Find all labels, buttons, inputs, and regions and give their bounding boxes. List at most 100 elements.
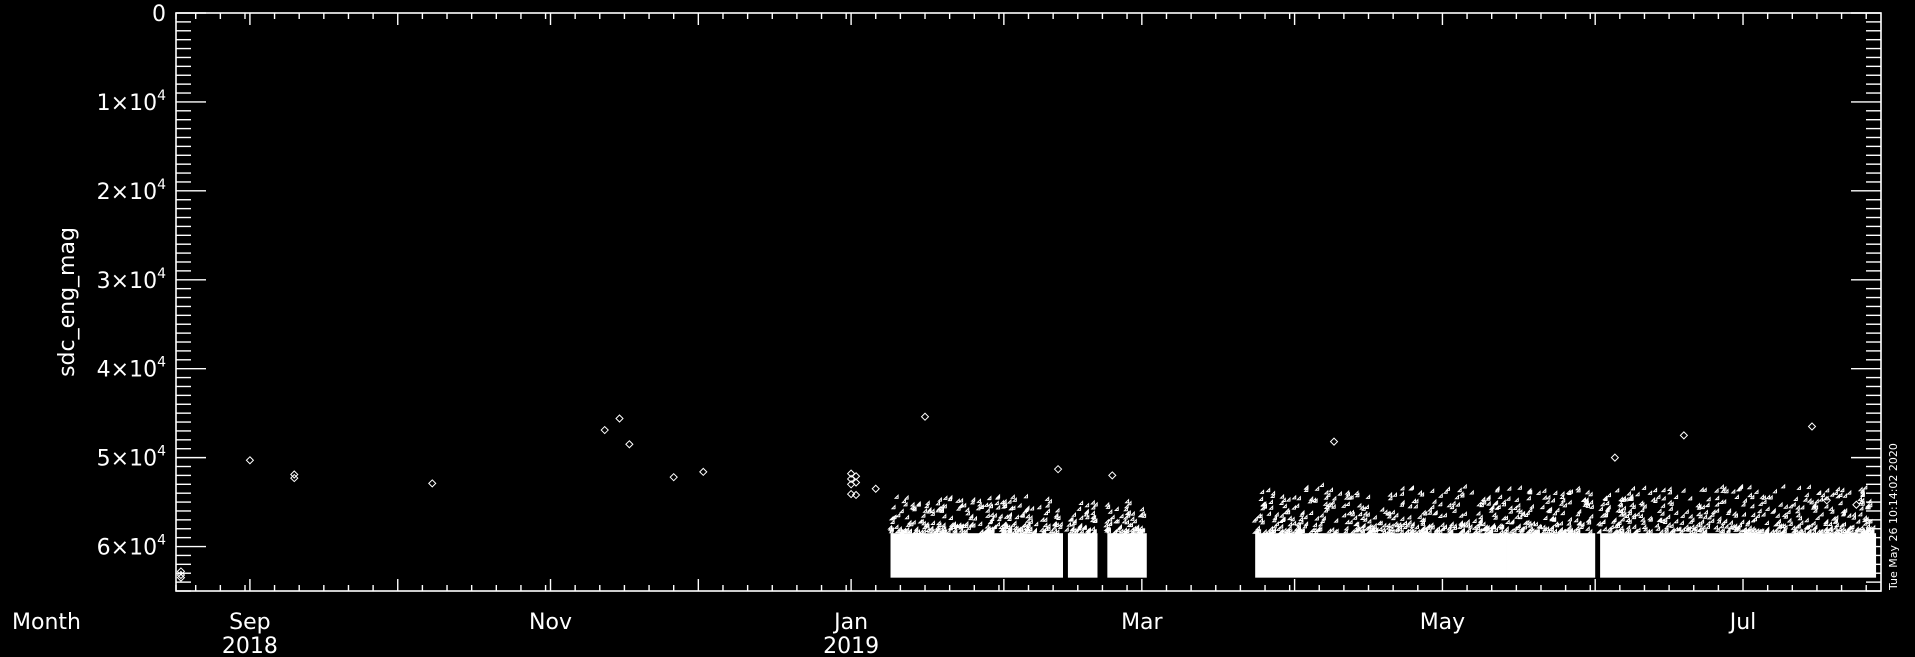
data-point (1706, 514, 1712, 520)
data-point (989, 516, 995, 522)
data-point (1769, 528, 1775, 534)
data-point (1341, 512, 1347, 518)
data-point (1684, 526, 1690, 532)
data-point (1547, 506, 1553, 512)
data-point (1129, 516, 1135, 521)
data-point (1579, 521, 1585, 527)
data-point (1438, 493, 1443, 498)
data-point (1545, 528, 1551, 534)
data-point (889, 527, 894, 532)
data-point (1068, 516, 1074, 522)
data-point (1810, 504, 1816, 510)
data-point (921, 520, 926, 526)
data-point (1281, 497, 1286, 503)
data-point (1566, 490, 1572, 496)
data-point (1814, 498, 1819, 504)
data-point (1492, 514, 1498, 520)
data-point (1703, 509, 1708, 515)
data-point (1408, 485, 1413, 491)
data-point (1318, 512, 1324, 518)
data-point (958, 497, 964, 503)
data-point (1506, 485, 1512, 491)
data-point (996, 516, 1002, 522)
data-point (1392, 492, 1398, 497)
data-point (911, 506, 917, 512)
data-point (1760, 511, 1766, 517)
data-point (1373, 529, 1378, 534)
data-point (925, 500, 930, 505)
data-point (926, 506, 932, 512)
data-point (1345, 501, 1350, 507)
data-point (1476, 501, 1482, 507)
data-point (1587, 528, 1593, 534)
data-point (1496, 504, 1501, 510)
data-point (1627, 510, 1632, 516)
data-point (1559, 491, 1565, 496)
data-point (1270, 493, 1275, 499)
data-point (1076, 525, 1082, 531)
data-point (947, 496, 953, 502)
data-point (1343, 494, 1349, 500)
data-point (1312, 498, 1318, 503)
data-point (1329, 437, 1339, 446)
data-point (1343, 528, 1348, 534)
data-point (1647, 528, 1653, 534)
data-point (1421, 517, 1426, 523)
data-point (1354, 527, 1359, 533)
data-point (975, 505, 981, 511)
data-point (1798, 520, 1804, 525)
data-point (1535, 490, 1541, 495)
data-point (1012, 525, 1018, 530)
data-point (1629, 502, 1634, 507)
y-tick-label: 4×104 (97, 355, 166, 383)
y-axis-title: sdc_eng_mag (55, 227, 80, 377)
data-point (1625, 517, 1630, 523)
data-point (1458, 491, 1464, 496)
data-point (1054, 507, 1060, 513)
data-point (1462, 511, 1467, 516)
data-point (1404, 528, 1409, 534)
data-point (1303, 487, 1309, 493)
data-point (1753, 489, 1759, 494)
data-point (1823, 519, 1828, 525)
data-point (1857, 511, 1863, 517)
data-point (1091, 514, 1097, 520)
data-point (1761, 495, 1766, 500)
data-point (964, 507, 970, 512)
data-point (1442, 512, 1447, 518)
data-point (941, 526, 947, 531)
data-point (1527, 507, 1533, 512)
data-point (1527, 522, 1532, 528)
data-point (988, 518, 993, 524)
data-point (1069, 526, 1075, 531)
data-point (1746, 484, 1752, 490)
data-point (1385, 524, 1391, 530)
data-point (1508, 508, 1513, 514)
data-point (1430, 524, 1435, 530)
data-point (1437, 501, 1443, 507)
data-point (942, 495, 948, 500)
data-point (1286, 525, 1292, 530)
timestamp: Tue May 26 10:14:02 2020 (1887, 443, 1900, 591)
data-point (1633, 528, 1639, 534)
dense-band (1255, 533, 1507, 578)
data-point (922, 508, 928, 513)
data-point (1720, 520, 1726, 525)
data-point (1665, 514, 1671, 519)
data-point (1862, 520, 1868, 526)
data-point (1615, 507, 1621, 513)
data-point (1660, 503, 1666, 508)
data-point (1045, 523, 1051, 528)
data-point (929, 508, 935, 514)
data-point (1077, 522, 1083, 528)
data-point (1680, 487, 1686, 493)
data-point (1596, 528, 1602, 534)
data-point (1379, 506, 1385, 512)
data-point (893, 524, 899, 529)
data-point (1475, 510, 1481, 516)
data-point (1480, 496, 1486, 502)
data-point (1645, 528, 1651, 534)
data-point (1860, 528, 1866, 534)
data-point (968, 515, 973, 521)
data-point (1051, 524, 1057, 530)
